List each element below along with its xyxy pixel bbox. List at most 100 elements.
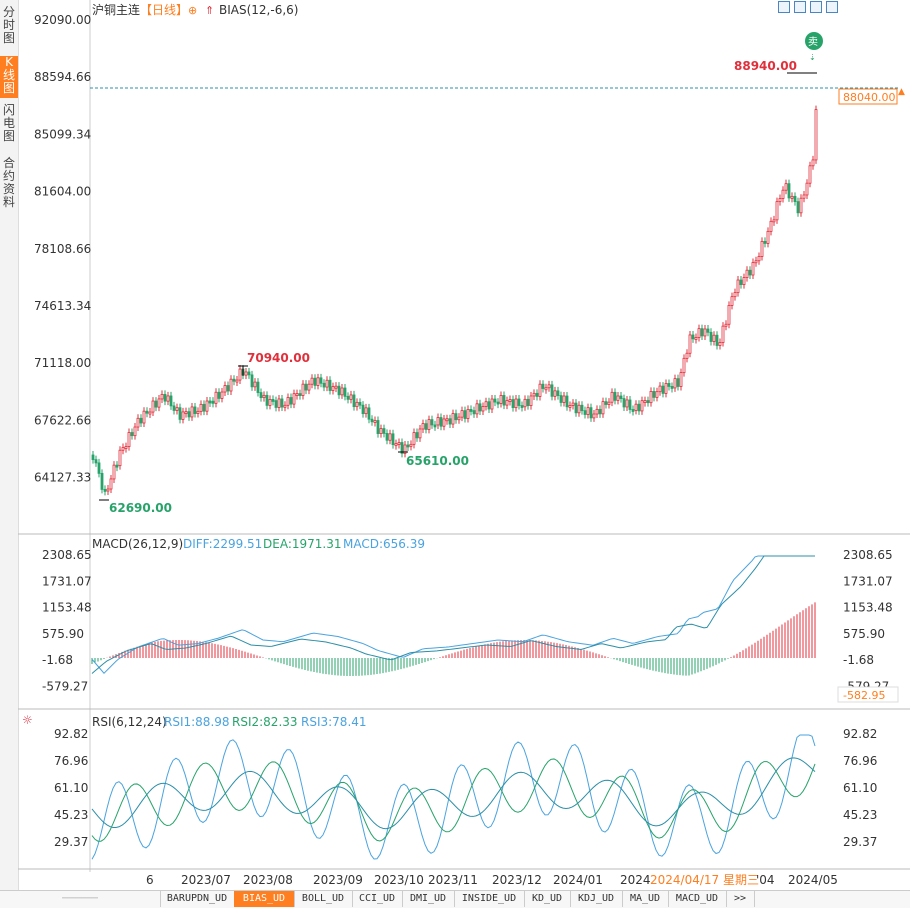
candle-body [154, 400, 158, 408]
candle-body [787, 183, 791, 199]
tab-cci[interactable]: CCI_UD [352, 891, 403, 907]
candle-body [250, 374, 254, 388]
candle-body [604, 401, 608, 405]
tab-dmi[interactable]: DMI_UD [402, 891, 455, 907]
expand-icon[interactable] [778, 1, 790, 13]
candle-body [382, 428, 386, 434]
candle-body [238, 368, 242, 381]
add-icon[interactable]: ⊕ [188, 4, 197, 17]
candle-body [112, 464, 116, 480]
candle-body [517, 398, 521, 406]
settings-icon[interactable]: ☼ [22, 713, 33, 727]
scroll-right-icon[interactable] [826, 1, 838, 13]
candle-body [298, 393, 302, 396]
hover-date-label: 2024/04/17 星期三 [650, 873, 759, 887]
side-tab-bar: 分时图 K线图 闪电图 合约资料 [0, 0, 19, 907]
indicator-tab-overflow[interactable]: ⋯⋯⋯⋯⋯⋯ [0, 891, 161, 907]
rsi2-value: RSI2:82.33 [232, 715, 298, 729]
tab-macd[interactable]: MACD_UD [668, 891, 727, 907]
low2-price-label: 65610.00 [406, 454, 469, 468]
candle-body [484, 401, 488, 407]
x-label: '04 [756, 873, 775, 887]
candle-body [472, 410, 476, 415]
macd-tick-right: 1153.48 [843, 601, 893, 615]
rsi-y-axis: 92.82 92.82 76.96 76.96 61.10 61.10 45.23 45.23… [54, 727, 877, 849]
tab-inside[interactable]: INSIDE_UD [454, 891, 525, 907]
candle-body [712, 334, 716, 342]
tab-ma[interactable]: MA_UD [622, 891, 669, 907]
side-tab-kline[interactable]: K线图 [0, 56, 18, 98]
candle-body [655, 391, 659, 398]
candle-body [553, 390, 557, 397]
side-tab-flash[interactable]: 闪电图 [2, 103, 15, 143]
candle-body [634, 403, 638, 411]
candle-body [316, 377, 320, 386]
candle-body [763, 240, 767, 244]
candle-body [409, 443, 413, 447]
candle-body [799, 197, 803, 214]
candle-body [781, 189, 785, 199]
candle-body [565, 395, 569, 408]
side-tab-timeshare[interactable]: 分时图 [2, 5, 15, 45]
candle-body [178, 407, 182, 420]
candle-body [607, 401, 611, 405]
candle-body [751, 262, 755, 276]
tab-kdj[interactable]: KDJ_UD [570, 891, 623, 907]
zoom-out-icon[interactable] [810, 1, 822, 13]
candle-body [679, 372, 683, 387]
rsi-tick-right: 92.82 [843, 727, 877, 741]
macd-tick-right: -1.68 [843, 653, 874, 667]
period-label[interactable]: 【日线】 [140, 3, 188, 17]
candle-body [796, 201, 800, 214]
tab-bias[interactable]: BIAS_UD [234, 891, 295, 907]
candle-body [523, 398, 527, 408]
candle-body [412, 432, 416, 445]
zoom-in-icon[interactable] [794, 1, 806, 13]
candle-body [148, 411, 152, 415]
candle-body [592, 413, 596, 419]
tab-barupdn[interactable]: BARUPDN_UD [160, 891, 235, 907]
kline-chart[interactable]: 沪铜主连 【日线】 ⊕ ⇑ BIAS(12,-6,6) 92090.00 8859… [18, 0, 910, 890]
candle-body [559, 395, 563, 403]
candle-body [685, 352, 689, 359]
macd-tick: 1731.07 [42, 574, 92, 588]
candle-body [688, 334, 692, 354]
side-tab-contract-info[interactable]: 合约资料 [2, 156, 15, 209]
candle-body [133, 426, 137, 437]
candle-body [790, 195, 794, 199]
candle-body [478, 403, 482, 412]
candle-body [130, 432, 134, 437]
candle-body [103, 489, 107, 492]
candle-body [466, 409, 470, 419]
rsi3-value: RSI3:78.41 [301, 715, 367, 729]
candle-body [775, 201, 779, 221]
candle-body [109, 478, 113, 490]
candle-body [247, 371, 251, 376]
candle-body [226, 385, 230, 392]
candle-body [502, 395, 506, 406]
candle-body [490, 398, 494, 410]
tab-kd[interactable]: KD_UD [524, 891, 571, 907]
candle-body [469, 409, 473, 412]
candle-body [481, 406, 485, 412]
candle-body [301, 383, 305, 396]
candle-body [265, 394, 269, 406]
candle-body [460, 410, 464, 418]
candle-body [709, 331, 713, 342]
tab-more[interactable]: >> [726, 891, 755, 907]
rsi-title: RSI(6,12,24) [92, 715, 167, 729]
candle-body [580, 404, 584, 412]
rsi-tick: 45.23 [54, 808, 88, 822]
macd-tick: -1.68 [42, 653, 73, 667]
macd-dea-line [91, 555, 815, 674]
candlesticks [91, 105, 818, 496]
candle-body [232, 378, 236, 382]
candle-body [268, 399, 272, 406]
candle-body [451, 413, 455, 425]
tab-boll[interactable]: BOLL_UD [294, 891, 353, 907]
candle-body [619, 395, 623, 399]
candle-body [343, 387, 347, 397]
candle-body [277, 398, 281, 408]
candle-body [598, 408, 602, 415]
sell-signal-icon[interactable] [805, 32, 823, 50]
